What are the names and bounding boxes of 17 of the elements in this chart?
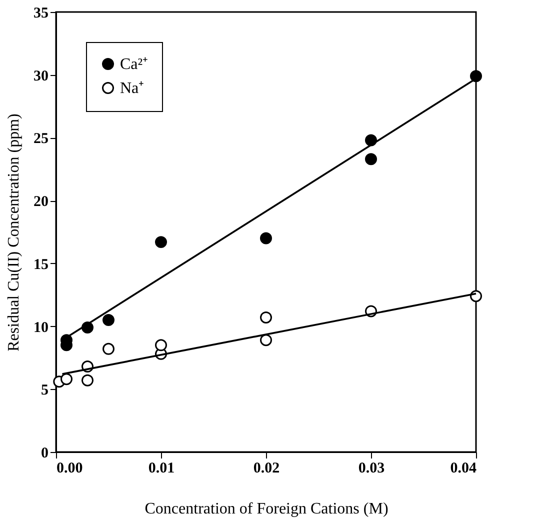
legend-label: Na⁺ <box>120 80 144 97</box>
y-tick-label: 30 <box>34 68 48 84</box>
x-tick-label: 0.00 <box>56 460 83 476</box>
x-tick-label: 0.02 <box>253 460 280 476</box>
y-tick-label: 10 <box>34 320 48 336</box>
y-tick-label: 5 <box>41 382 48 399</box>
y-tick-label: 15 <box>34 256 48 273</box>
x-tick-label: 0.03 <box>358 460 385 476</box>
y-tick-label: 25 <box>34 131 48 148</box>
x-tick-label: 0.04 <box>450 460 477 476</box>
y-tick-label: 20 <box>34 194 48 210</box>
y-tick-label: 0 <box>41 446 48 462</box>
y-tick-label: 35 <box>34 6 48 22</box>
x-tick-label: 0.01 <box>148 460 175 476</box>
x-axis-title: Concentration of Foreign Cations (M) <box>144 500 388 518</box>
legend-label: Ca²⁺ <box>120 56 148 73</box>
y-axis-title: Residual Cu(II) Concentration (ppm) <box>6 114 22 352</box>
